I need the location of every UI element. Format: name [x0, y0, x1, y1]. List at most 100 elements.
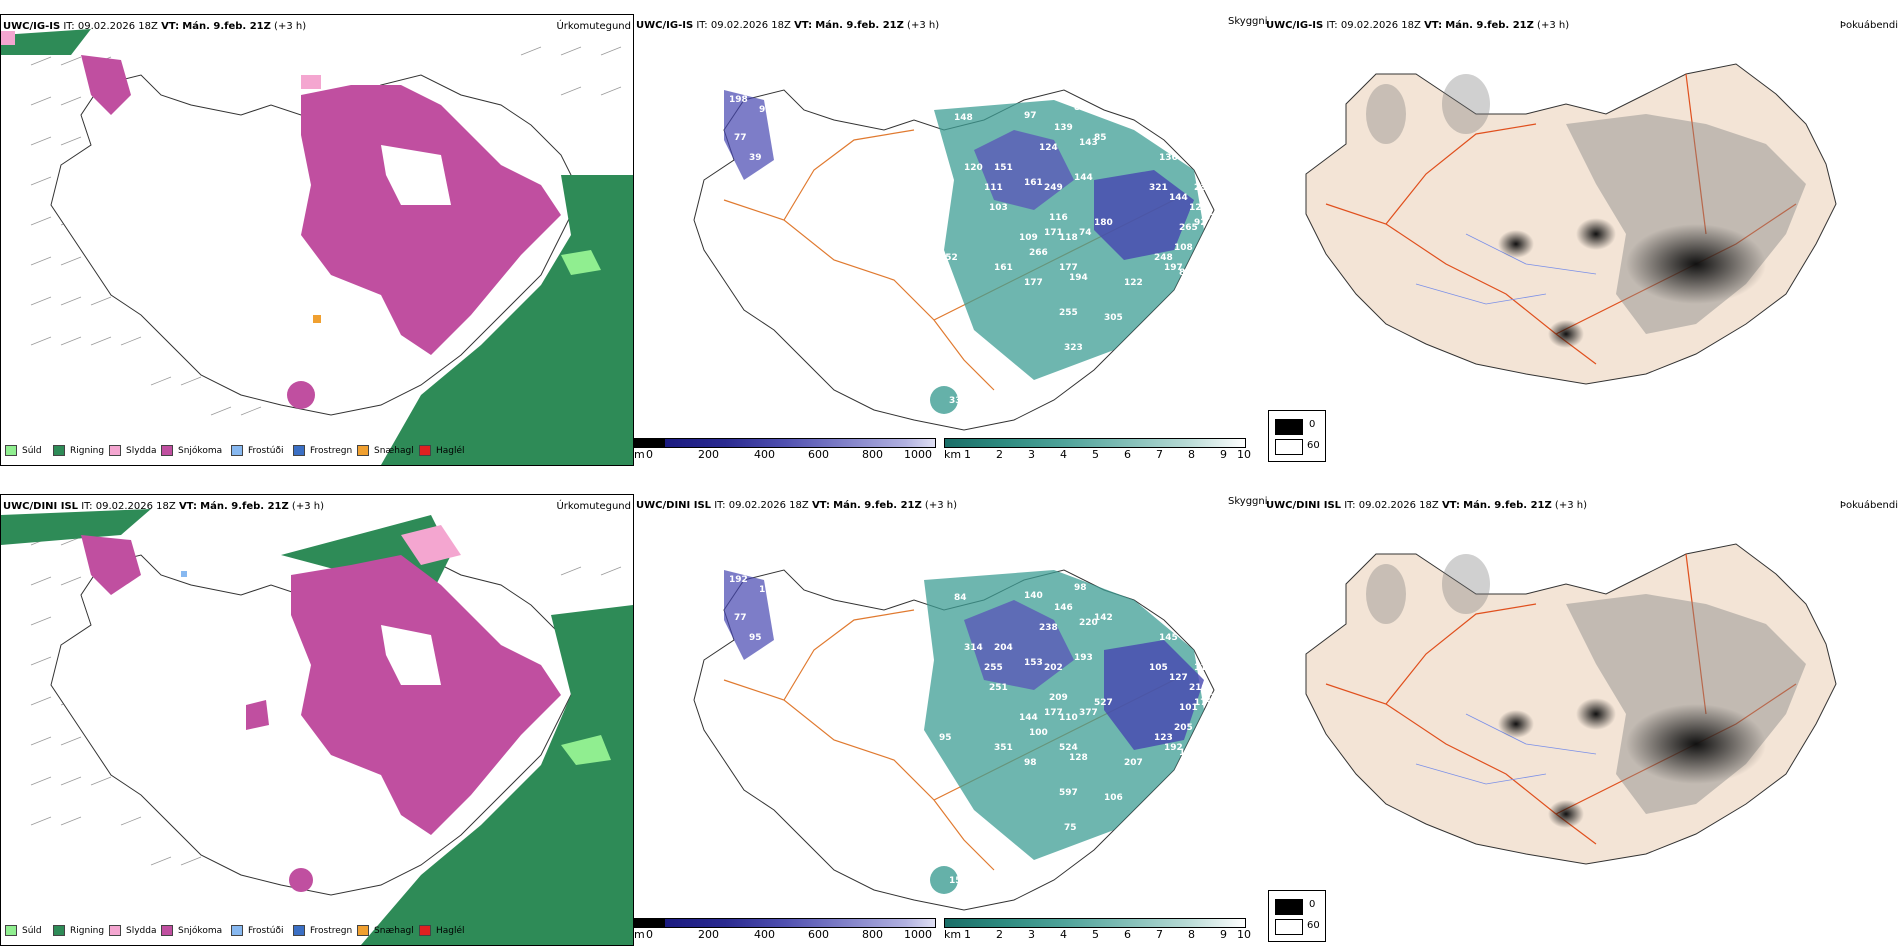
- cloud-base-value: 41: [1204, 693, 1217, 703]
- precip-panel-top: Súld Rigning Slydda Snjókoma Frostúði Fr…: [0, 14, 634, 466]
- cloud-base-value: 136: [1159, 153, 1178, 163]
- cloud-base-value: 118: [1059, 233, 1078, 243]
- cloud-base-value: 249: [1044, 183, 1063, 193]
- cloud-base-value: 161: [1024, 178, 1043, 188]
- cloud-base-value: 377: [1079, 708, 1098, 718]
- cloud-base-value: 597: [1059, 788, 1078, 798]
- cloud-base-value: 314: [964, 643, 983, 653]
- cloud-base-value: 75: [1064, 823, 1077, 833]
- legend-item: Slydda: [109, 925, 156, 936]
- cloud-base-value: 266: [1029, 248, 1048, 258]
- panel-title: UWC/IG-IS IT: 09.02.2026 18Z VT: Mán. 9.…: [636, 20, 940, 31]
- cloud-base-value: 351: [994, 743, 1013, 753]
- colorbar-visibility: km 1 2 3 4 5 6 7 8 9 10: [944, 438, 1251, 462]
- cloud-base-value: 109: [1019, 233, 1038, 243]
- cloud-base-value: 236: [1194, 183, 1213, 193]
- legend-item: Frostúði: [231, 925, 283, 936]
- legend-item: Haglél: [419, 925, 465, 936]
- legend-item: Slydda: [109, 445, 156, 456]
- row-1: Súld Rigning Slydda Snjókoma Frostúði Fr…: [0, 0, 1900, 470]
- cloud-base-value: 145: [1159, 633, 1178, 643]
- cloud-base-value: 12: [764, 173, 777, 183]
- visibility-panel-bottom: UWC/DINI ISL IT: 09.02.2026 18Z VT: Mán.…: [634, 494, 1268, 944]
- legend-item: Snjókoma: [161, 925, 222, 936]
- cloud-base-value: 101: [1179, 703, 1198, 713]
- colorbar-visibility: km 1 2 3 4 5 6 7 8 9 10: [944, 918, 1251, 942]
- legend-item: Súld: [5, 445, 42, 456]
- legend-item: Rigning: [53, 445, 104, 456]
- cloud-base-value: 129: [1189, 203, 1208, 213]
- cloud-base-value: 77: [734, 613, 747, 623]
- snow-area: [301, 85, 561, 355]
- cloud-base-value: 146: [1054, 603, 1073, 613]
- cloud-base-value: 100: [1029, 728, 1048, 738]
- cloud-base-value: 255: [1059, 308, 1078, 318]
- cloud-base-value: 166: [1179, 748, 1198, 758]
- legend-item: Frostúði: [231, 445, 283, 456]
- legend-item: Rigning: [53, 925, 104, 936]
- cloud-base-value: 197: [1164, 263, 1183, 273]
- cloud-base-value: 255: [984, 663, 1003, 673]
- cloud-base-value: 207: [1124, 758, 1143, 768]
- cloud-base-value: 251: [989, 683, 1008, 693]
- cloud-base-value: 89: [1179, 268, 1192, 278]
- cloud-base-value: 151: [994, 163, 1013, 173]
- cloud-base-value: 140: [1024, 591, 1043, 601]
- cloud-base-value: 77: [734, 133, 747, 143]
- cloud-base-value: 144: [1169, 193, 1188, 203]
- fog-legend-top: 0 60: [1268, 410, 1326, 462]
- cloud-base-value: 202: [1044, 663, 1063, 673]
- precip-label: Úrkomutegund: [556, 21, 631, 32]
- cloud-base-value: 92: [1194, 218, 1207, 228]
- cloud-base-value: 120: [964, 163, 983, 173]
- cloud-base-value: 171: [1044, 228, 1063, 238]
- panel-title: UWC/DINI ISL IT: 09.02.2026 18Z VT: Mán.…: [1266, 500, 1587, 511]
- cloud-base-value: 192: [1164, 743, 1183, 753]
- cloud-base-value: 204: [994, 643, 1013, 653]
- cloud-base-value: 116: [1049, 213, 1068, 223]
- cloud-base-value: 265: [1179, 223, 1198, 233]
- colorbar-height: m 0 200 400 600 800 1000: [634, 918, 936, 942]
- cloud-base-value: 151: [1194, 163, 1213, 173]
- fog-panel-top: UWC/IG-IS IT: 09.02.2026 18Z VT: Mán. 9.…: [1266, 14, 1900, 464]
- legend-item: Frostregn: [293, 925, 352, 936]
- cloud-base-value: 205: [1174, 723, 1193, 733]
- cloud-base-value: 161: [994, 263, 1013, 273]
- cloud-base-value: 84: [954, 593, 967, 603]
- cloud-base-value: 193: [1074, 653, 1093, 663]
- cloud-base-value: 127: [1169, 673, 1188, 683]
- cloud-base-value: 238: [1039, 623, 1058, 633]
- precip-legend-top: Súld Rigning Slydda Snjókoma Frostúði Fr…: [5, 443, 465, 459]
- precip-label: Úrkomutegund: [556, 501, 631, 512]
- colorbar-height: m 0 200 400 600 800 1000: [634, 438, 936, 462]
- cloud-base-value: 123: [1154, 733, 1173, 743]
- cloud-base-value: 95: [749, 633, 762, 643]
- cloud-base-value: 109: [1194, 643, 1213, 653]
- cloud-base-value: 84: [1189, 768, 1202, 778]
- cloud-base-value: 180: [1094, 218, 1113, 228]
- fog-map-bottom: [1305, 543, 1837, 865]
- fog-label: Þokuábendi: [1839, 500, 1898, 511]
- cloud-base-value: 86: [1074, 103, 1087, 113]
- legend-item: Súld: [5, 925, 42, 936]
- panel-title: UWC/DINI ISL IT: 09.02.2026 18Z VT: Mán.…: [636, 500, 957, 511]
- legend-item: Haglél: [419, 445, 465, 456]
- cloud-base-value: 114: [1194, 663, 1213, 673]
- visibility-label: Skyggni: [1228, 496, 1268, 507]
- cloud-base-value: 88: [1189, 288, 1202, 298]
- cloud-base-value: 124: [1039, 143, 1058, 153]
- fog-map-top: [1305, 63, 1837, 385]
- cloud-base-value: 122: [1124, 278, 1143, 288]
- cloud-base-value: 105: [759, 585, 778, 595]
- precip-map-top: [1, 29, 633, 465]
- cloud-base-value: 209: [1049, 693, 1068, 703]
- fog-legend-bottom: 0 60: [1268, 890, 1326, 942]
- cloud-base-value: 128: [1069, 753, 1088, 763]
- cloud-base-value: 152: [939, 253, 958, 263]
- cloud-base-value: 97: [1024, 111, 1037, 121]
- cloud-base-value: 106: [1104, 793, 1123, 803]
- cloud-base-value: 144: [1074, 173, 1093, 183]
- cloud-base-value: 142: [1094, 613, 1113, 623]
